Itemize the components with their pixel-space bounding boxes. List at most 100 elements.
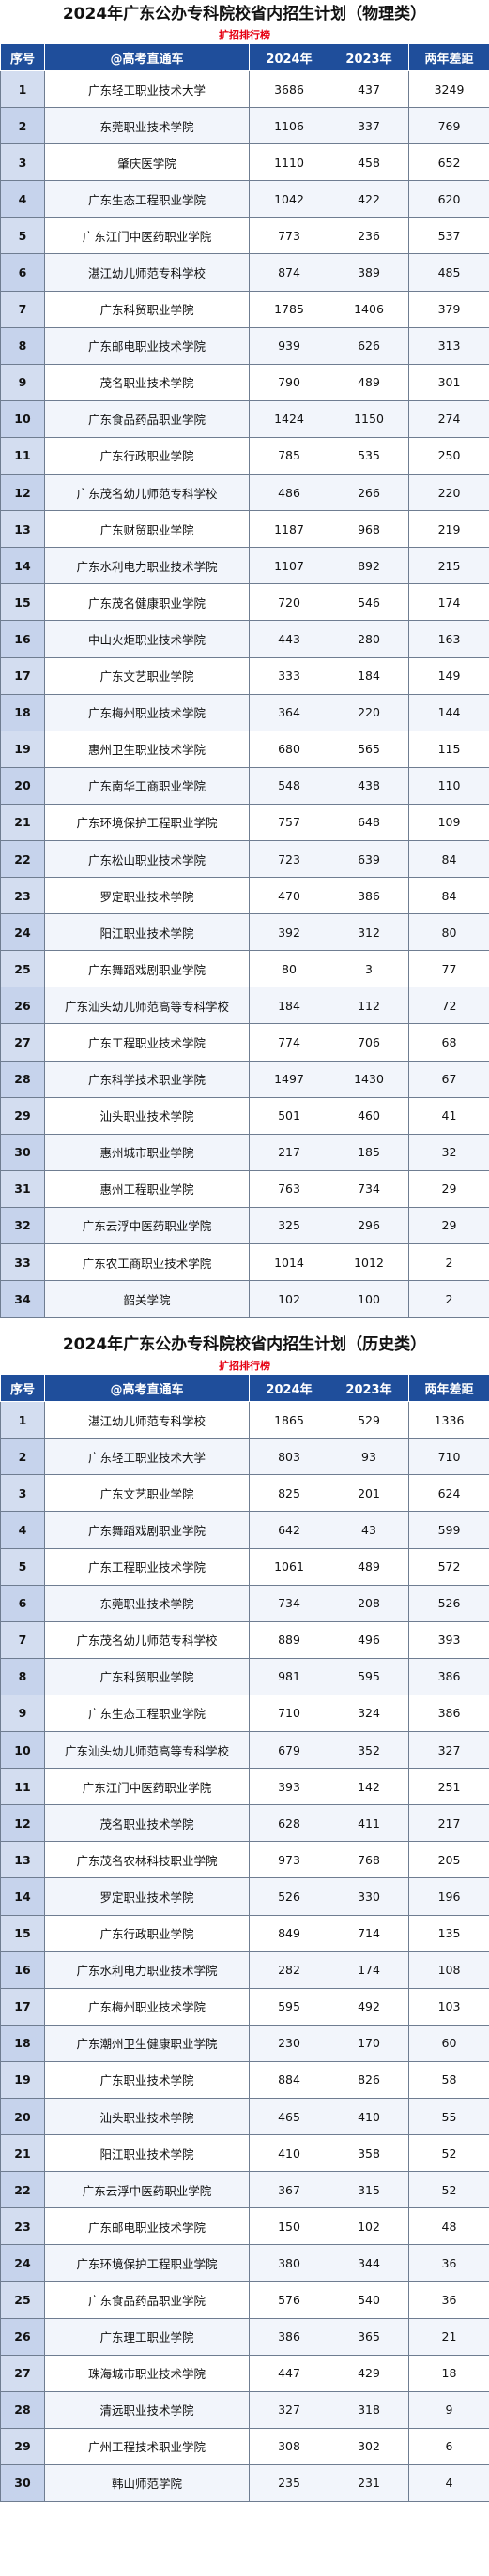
cell-2024: 849 <box>249 1914 329 1952</box>
table-row: 5 广东工程职业技术学院 1061 489 572 <box>0 1547 489 1586</box>
cell-2023: 546 <box>329 583 409 622</box>
table-row: 22 广东松山职业技术学院 723 639 84 <box>0 839 489 879</box>
cell-2024: 1424 <box>249 399 329 438</box>
cell-index: 9 <box>0 363 45 401</box>
cell-school: 阳江职业技术学院 <box>44 913 250 952</box>
cell-index: 6 <box>0 253 45 292</box>
cell-2024: 3686 <box>249 69 329 109</box>
cell-index: 6 <box>0 1584 45 1622</box>
cell-index: 16 <box>0 1951 45 1989</box>
cell-index: 17 <box>0 1987 45 2026</box>
cell-2024: 386 <box>249 2317 329 2356</box>
cell-2024: 1110 <box>249 143 329 182</box>
cell-index: 20 <box>0 766 45 805</box>
cell-school: 广东科贸职业学院 <box>44 1657 250 1695</box>
cell-2023: 386 <box>329 877 409 915</box>
cell-2024: 486 <box>249 474 329 512</box>
cell-2024: 526 <box>249 1877 329 1916</box>
cell-2024: 773 <box>249 217 329 255</box>
table-row: 14 罗定职业技术学院 526 330 196 <box>0 1877 489 1916</box>
cell-index: 3 <box>0 143 45 182</box>
table-row: 25 广东食品药品职业学院 576 540 36 <box>0 2281 489 2319</box>
table-row: 27 广东工程职业技术学院 774 706 68 <box>0 1023 489 1062</box>
cell-school: 广东梅州职业技术学院 <box>44 1987 250 2026</box>
cell-diff: 313 <box>408 326 489 365</box>
cell-diff: 4 <box>408 2463 489 2503</box>
table-row: 34 韶关学院 102 100 2 <box>0 1280 489 1318</box>
cell-index: 5 <box>0 1547 45 1586</box>
cell-school: 韩山师范学院 <box>44 2463 250 2503</box>
cell-2024: 308 <box>249 2427 329 2465</box>
cell-2024: 380 <box>249 2244 329 2282</box>
cell-index: 7 <box>0 1620 45 1659</box>
cell-2024: 548 <box>249 766 329 805</box>
cell-school: 广东环境保护工程职业学院 <box>44 803 250 841</box>
cell-2023: 112 <box>329 987 409 1025</box>
cell-index: 2 <box>0 1438 45 1476</box>
physics-table-body: 1 广东轻工职业技术大学 3686 437 3249 2 东莞职业技术学院 1106 337 76… <box>0 69 489 1318</box>
table-row: 6 湛江幼儿师范专科学校 874 389 485 <box>0 253 489 292</box>
cell-index: 20 <box>0 2097 45 2136</box>
cell-index: 25 <box>0 950 45 988</box>
cell-2023: 540 <box>329 2281 409 2319</box>
cell-diff: 29 <box>408 1206 489 1245</box>
cell-2023: 529 <box>329 1401 409 1439</box>
cell-school: 广东生态工程职业学院 <box>44 180 250 218</box>
cell-2024: 1106 <box>249 107 329 145</box>
cell-2023: 768 <box>329 1841 409 1879</box>
cell-diff: 2 <box>408 1243 489 1282</box>
cell-school: 清远职业技术学院 <box>44 2390 250 2429</box>
table-row: 7 广东科贸职业学院 1785 1406 379 <box>0 290 489 328</box>
cell-school: 广东水利电力职业技术学院 <box>44 1951 250 1989</box>
table-row: 26 广东汕头幼儿师范高等专科学校 184 112 72 <box>0 987 489 1025</box>
cell-2024: 184 <box>249 987 329 1025</box>
cell-school: 惠州城市职业学院 <box>44 1133 250 1171</box>
cell-2023: 358 <box>329 2134 409 2173</box>
cell-2024: 447 <box>249 2354 329 2392</box>
table-row: 18 广东潮州卫生健康职业学院 230 170 60 <box>0 2024 489 2062</box>
table-row: 23 罗定职业技术学院 470 386 84 <box>0 877 489 915</box>
cell-school: 广东茂名幼儿师范专科学校 <box>44 1620 250 1659</box>
cell-2023: 535 <box>329 436 409 475</box>
cell-2023: 280 <box>329 620 409 658</box>
cell-diff: 386 <box>408 1657 489 1695</box>
cell-2024: 325 <box>249 1206 329 1245</box>
cell-index: 19 <box>0 730 45 768</box>
cell-diff: 135 <box>408 1914 489 1952</box>
cell-diff: 36 <box>408 2244 489 2282</box>
cell-index: 26 <box>0 2317 45 2356</box>
header-diff: 两年差距 <box>408 1374 489 1403</box>
cell-diff: 386 <box>408 1694 489 1733</box>
cell-index: 31 <box>0 1169 45 1208</box>
cell-school: 广东生态工程职业学院 <box>44 1694 250 1733</box>
table-row: 20 广东南华工商职业学院 548 438 110 <box>0 766 489 805</box>
cell-school: 罗定职业技术学院 <box>44 1877 250 1916</box>
cell-2023: 410 <box>329 2097 409 2136</box>
cell-diff: 68 <box>408 1023 489 1062</box>
cell-school: 广东轻工职业技术大学 <box>44 1438 250 1476</box>
table-row: 11 广东行政职业学院 785 535 250 <box>0 436 489 475</box>
cell-index: 16 <box>0 620 45 658</box>
cell-2024: 1497 <box>249 1060 329 1098</box>
table-row: 25 广东舞蹈戏剧职业学院 80 3 77 <box>0 950 489 988</box>
cell-index: 18 <box>0 2024 45 2062</box>
cell-school: 广东汕头幼儿师范高等专科学校 <box>44 987 250 1025</box>
cell-index: 8 <box>0 1657 45 1695</box>
table-row: 21 广东环境保护工程职业学院 757 648 109 <box>0 803 489 841</box>
cell-diff: 52 <box>408 2171 489 2209</box>
cell-school: 韶关学院 <box>44 1280 250 1318</box>
cell-index: 23 <box>0 877 45 915</box>
cell-index: 7 <box>0 290 45 328</box>
cell-2024: 628 <box>249 1804 329 1843</box>
cell-index: 11 <box>0 1768 45 1806</box>
cell-2023: 422 <box>329 180 409 218</box>
cell-index: 1 <box>0 69 45 109</box>
cell-2023: 318 <box>329 2390 409 2429</box>
cell-school: 东莞职业技术学院 <box>44 107 250 145</box>
table-row: 4 广东生态工程职业学院 1042 422 620 <box>0 180 489 218</box>
cell-index: 32 <box>0 1206 45 1245</box>
cell-school: 广东农工商职业技术学院 <box>44 1243 250 1282</box>
table-row: 28 清远职业技术学院 327 318 9 <box>0 2390 489 2429</box>
cell-school: 汕头职业技术学院 <box>44 2097 250 2136</box>
cell-diff: 103 <box>408 1987 489 2026</box>
